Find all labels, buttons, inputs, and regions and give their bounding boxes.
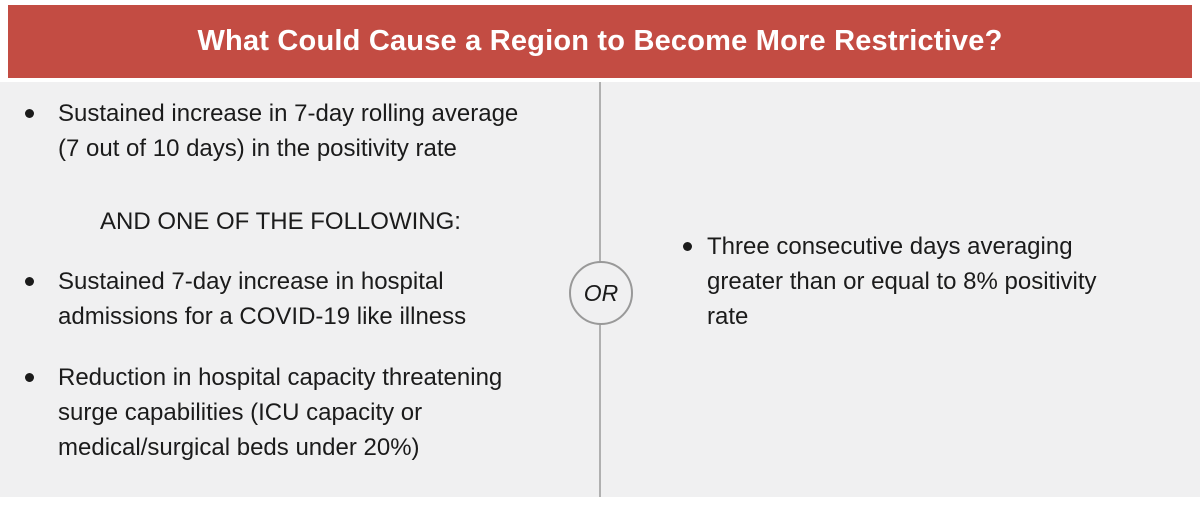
bullet-dot-icon — [25, 373, 34, 382]
header-bar: What Could Cause a Region to Become More… — [8, 5, 1192, 78]
page-title: What Could Cause a Region to Become More… — [197, 25, 1003, 57]
or-connector-circle: OR — [569, 261, 633, 325]
list-item: Reduction in hospital capacity threateni… — [25, 360, 575, 465]
bullet-text: Reduction in hospital capacity threateni… — [58, 364, 503, 461]
list-item: Sustained increase in 7-day rolling aver… — [25, 96, 575, 166]
bullet-text: Sustained increase in 7-day rolling aver… — [58, 100, 519, 162]
and-connector-label: AND ONE OF THE FOLLOWING: — [100, 208, 461, 235]
or-label: OR — [583, 279, 619, 306]
list-item: Sustained 7-day increase in hospital adm… — [25, 264, 575, 334]
bullet-dot-icon — [683, 242, 692, 251]
bullet-text: Three consecutive days averaging greater… — [707, 233, 1097, 330]
bullet-dot-icon — [25, 109, 34, 118]
bullet-text: Sustained 7-day increase in hospital adm… — [58, 268, 467, 330]
left-column: Sustained increase in 7-day rolling aver… — [0, 82, 575, 465]
right-column: Three consecutive days averaging greater… — [683, 82, 1183, 334]
list-item: Three consecutive days averaging greater… — [683, 229, 1183, 334]
bullet-dot-icon — [25, 277, 34, 286]
